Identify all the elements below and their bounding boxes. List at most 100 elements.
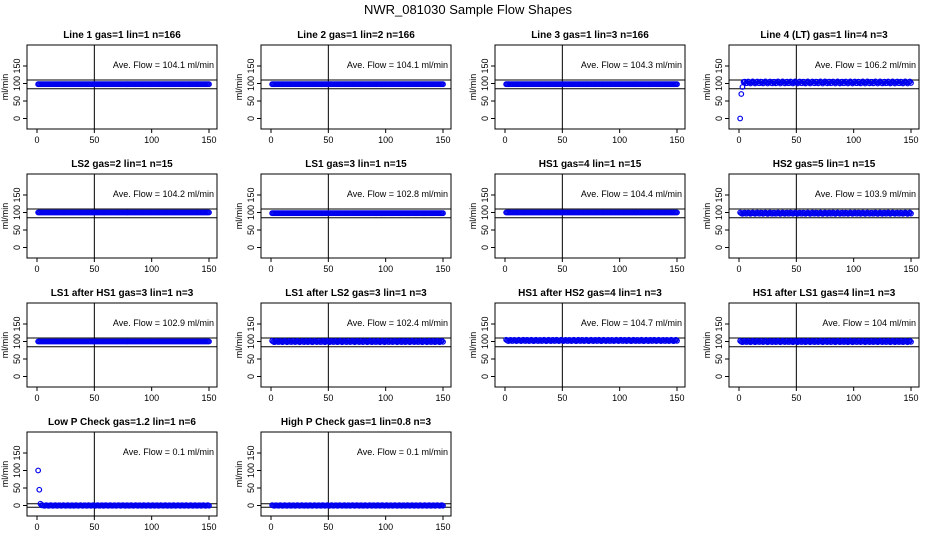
plot-frame (728, 173, 920, 259)
plot-frame (26, 302, 218, 388)
y-tick-label: 100 (12, 463, 22, 478)
y-tick-label: 150 (246, 445, 256, 460)
average-flow-annotation: Ave. Flow = 104.3 ml/min (581, 60, 682, 70)
x-tick-label: 50 (323, 522, 333, 532)
y-tick-label: 100 (12, 334, 22, 349)
data-series (737, 209, 914, 217)
x-tick-label: 150 (669, 393, 684, 403)
x-tick-label: 150 (669, 264, 684, 274)
y-axis-label: ml/min (234, 74, 244, 101)
x-tick-label: 100 (612, 135, 627, 145)
page-title: NWR_081030 Sample Flow Shapes (363, 2, 573, 17)
chart-title: Line 1 gas=1 lin=1 n=166 (63, 30, 181, 41)
chart-title: High P Check gas=1 lin=0.8 n=3 (281, 417, 432, 428)
chart-title: LS1 after LS2 gas=3 lin=1 n=3 (285, 288, 427, 299)
chart-panel-11: HS1 after HS2 gas=4 lin=1 n=3 0 50 100 150 0 5… (468, 288, 686, 403)
plot-frame (494, 302, 686, 388)
x-tick-label: 0 (736, 264, 741, 274)
chart-panel-4: Line 4 (LT) gas=1 lin=4 n=3 0 50 100 150 0 50 1… (702, 30, 920, 145)
x-tick-label: 150 (435, 135, 450, 145)
y-axis-label: ml/min (702, 74, 712, 101)
x-tick-label: 100 (378, 264, 393, 274)
data-point (674, 337, 680, 344)
plot-frame (26, 431, 218, 517)
chart-title: Line 2 gas=1 lin=2 n=166 (297, 30, 415, 41)
x-tick-label: 150 (903, 264, 918, 274)
y-tick-label: 100 (480, 205, 490, 220)
y-tick-label: 100 (246, 205, 256, 220)
y-tick-label: 150 (714, 316, 724, 331)
y-tick-label: 0 (480, 374, 490, 379)
x-tick-label: 0 (34, 135, 39, 145)
data-point (440, 81, 446, 88)
average-flow-annotation: Ave. Flow = 104.4 ml/min (581, 189, 682, 199)
x-tick-label: 50 (323, 264, 333, 274)
plot-frame (260, 44, 452, 130)
y-tick-label: 50 (12, 96, 22, 106)
average-flow-annotation: Ave. Flow = 102.4 ml/min (347, 318, 448, 328)
x-tick-label: 100 (144, 135, 159, 145)
x-tick-label: 50 (791, 264, 801, 274)
x-tick-label: 0 (736, 393, 741, 403)
data-series (269, 81, 446, 88)
chart-title: LS2 gas=2 lin=1 n=15 (71, 159, 173, 170)
y-tick-label: 150 (12, 316, 22, 331)
y-tick-label: 100 (246, 463, 256, 478)
y-tick-label: 0 (12, 374, 22, 379)
y-tick-label: 150 (480, 316, 490, 331)
data-point (739, 84, 746, 90)
y-axis-label: ml/min (234, 203, 244, 230)
y-axis-label: ml/min (234, 461, 244, 488)
x-tick-label: 50 (557, 264, 567, 274)
plot-frame (494, 44, 686, 130)
data-point (908, 80, 914, 86)
data-series (35, 467, 212, 509)
y-axis-label: ml/min (468, 332, 478, 359)
plot-frame (260, 302, 452, 388)
data-point (206, 209, 212, 216)
data-point (906, 337, 913, 344)
x-tick-label: 0 (34, 522, 39, 532)
y-tick-label: 50 (12, 354, 22, 364)
chart-panel-5: LS2 gas=2 lin=1 n=150 50 100 150050100150ml… (0, 159, 218, 274)
data-point (906, 209, 913, 216)
y-tick-label: 0 (246, 503, 256, 508)
y-tick-label: 100 (246, 76, 256, 91)
x-tick-label: 100 (144, 393, 159, 403)
data-point (440, 338, 446, 345)
y-tick-label: 0 (246, 116, 256, 121)
y-tick-label: 150 (480, 187, 490, 202)
data-series (269, 502, 446, 509)
y-tick-label: 50 (714, 96, 724, 106)
y-tick-label: 150 (480, 58, 490, 73)
data-point (908, 338, 914, 345)
y-tick-label: 0 (714, 245, 724, 250)
chart-title: LS1 gas=3 lin=1 n=15 (305, 159, 407, 170)
data-point (36, 486, 43, 493)
x-tick-label: 100 (378, 522, 393, 532)
data-point (440, 210, 446, 217)
chart-panel-7: HS1 gas=4 lin=1 n=150 50 100 150050100150ml… (468, 159, 686, 274)
x-tick-label: 150 (201, 135, 216, 145)
chart-panel-10: LS1 after LS2 gas=3 lin=1 n=3 0 50 100 150 0 5… (234, 288, 452, 403)
data-series (269, 210, 446, 217)
y-tick-label: 50 (246, 225, 256, 235)
data-point (206, 338, 212, 345)
x-tick-label: 150 (201, 522, 216, 532)
average-flow-annotation: Ave. Flow = 0.1 ml/min (357, 447, 448, 457)
average-flow-annotation: Ave. Flow = 102.8 ml/min (347, 189, 448, 199)
x-tick-label: 0 (736, 135, 741, 145)
x-tick-label: 150 (435, 264, 450, 274)
y-tick-label: 50 (246, 96, 256, 106)
x-tick-label: 0 (502, 393, 507, 403)
data-point (672, 336, 679, 343)
x-tick-label: 100 (378, 135, 393, 145)
y-tick-label: 0 (714, 374, 724, 379)
chart-panel-8: HS2 gas=5 lin=1 n=150 50 100 150050100150ml… (702, 159, 920, 274)
average-flow-annotation: Ave. Flow = 102.9 ml/min (113, 318, 214, 328)
data-series (35, 209, 212, 216)
x-tick-label: 0 (268, 522, 273, 532)
x-tick-label: 50 (323, 135, 333, 145)
y-tick-label: 50 (246, 483, 256, 493)
x-tick-label: 0 (268, 264, 273, 274)
